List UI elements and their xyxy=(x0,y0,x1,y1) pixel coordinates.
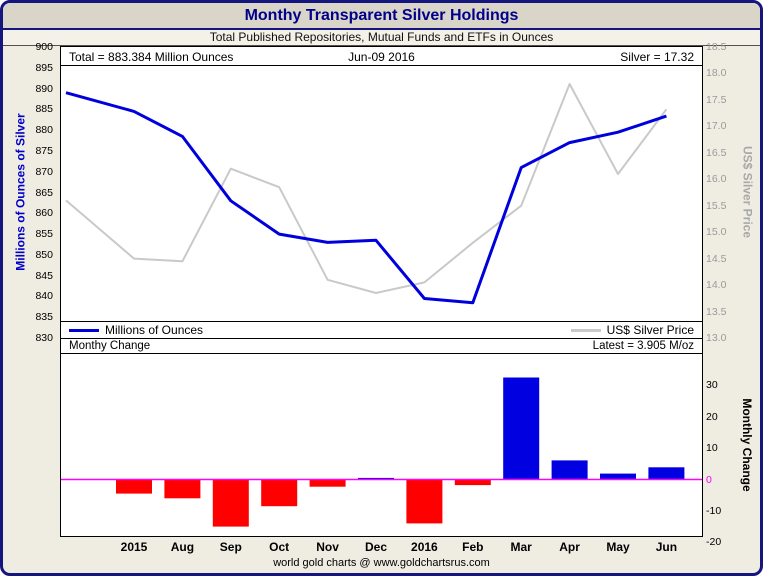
axis-tick: 14.0 xyxy=(706,279,727,292)
silver-line-swatch xyxy=(570,328,601,332)
annotation-divider xyxy=(61,65,702,66)
x-axis-label: Dec xyxy=(364,540,387,554)
axis-tick: 17.0 xyxy=(706,120,727,133)
axis-tick: 850 xyxy=(35,248,53,261)
x-axis-label: Apr xyxy=(559,540,580,554)
footer-credit: world gold charts @ www.goldchartsrus.co… xyxy=(273,557,490,569)
line-chart-canvas xyxy=(65,83,668,305)
change-bar xyxy=(454,479,491,486)
change-bar xyxy=(116,479,152,494)
axis-tick: 10 xyxy=(706,442,718,455)
holdings-line-chart: Total = 883.384 Million Ounces Jun-09 20… xyxy=(60,46,703,339)
change-bar xyxy=(600,473,636,480)
change-bar xyxy=(406,479,443,524)
change-bar xyxy=(309,479,346,487)
axis-tick: 895 xyxy=(35,61,53,74)
axis-tick: -10 xyxy=(706,504,722,517)
axis-tick: 14.5 xyxy=(706,252,727,265)
change-bar xyxy=(503,377,540,480)
chart-area: Millions of Ounces of Silver US$ Silver … xyxy=(3,41,760,556)
legend: Millions of Ounces US$ Silver Price xyxy=(61,321,702,338)
change-bar xyxy=(164,479,201,499)
x-axis-label: Feb xyxy=(462,540,484,554)
axis-tick: 875 xyxy=(35,144,53,157)
ounces-line-swatch xyxy=(69,328,99,332)
date-annotation: Jun-09 2016 xyxy=(348,50,415,64)
axis-tick: 15.5 xyxy=(706,199,727,212)
axis-tick: 18.5 xyxy=(706,41,727,53)
axis-tick: 830 xyxy=(35,332,53,344)
change-bar xyxy=(551,460,588,480)
legend-label-ounces: Millions of Ounces xyxy=(105,323,204,337)
total-annotation: Total = 883.384 Million Ounces xyxy=(69,50,234,64)
x-axis-label: May xyxy=(606,540,630,554)
x-axis-label: Aug xyxy=(170,540,195,554)
x-axis-label: 2016 xyxy=(411,540,438,554)
axis-tick: 15.0 xyxy=(706,226,727,239)
axis-tick: 835 xyxy=(35,311,53,324)
silver-price-axis-title: US$ Silver Price xyxy=(740,145,755,239)
x-axis-label: Nov xyxy=(316,540,339,554)
monthly-change-axis-title: Monthly Change xyxy=(740,398,754,492)
axis-tick: 20 xyxy=(706,410,718,423)
monthly-change-bar-chart xyxy=(60,353,703,537)
chart-subtitle: Total Published Repositories, Mutual Fun… xyxy=(3,30,760,46)
axis-tick: -20 xyxy=(706,536,722,549)
change-bar xyxy=(648,467,685,480)
axis-tick: 16.5 xyxy=(706,146,727,159)
axis-tick: 870 xyxy=(35,165,53,178)
x-axis-label: Mar xyxy=(510,540,532,554)
x-axis-label: Jun xyxy=(655,540,678,554)
axis-tick: 885 xyxy=(35,103,53,116)
axis-tick: 845 xyxy=(35,269,53,282)
axis-tick: 17.5 xyxy=(706,93,727,106)
left-axis-ticks: 900 895 890 885 880 875 870 865 860 855 850 845 840 8… xyxy=(3,41,56,346)
axis-tick: 840 xyxy=(35,290,53,303)
x-axis-label: Sep xyxy=(219,540,242,554)
axis-tick: 30 xyxy=(706,379,718,392)
axis-tick: 890 xyxy=(35,82,53,95)
monthly-change-label: Monthy Change xyxy=(69,340,151,352)
x-axis-labels: 2015 Aug Sep Oct Nov Dec 2016 Feb Mar Apr May Jun xyxy=(3,539,760,555)
axis-tick: 18.0 xyxy=(706,67,727,80)
axis-tick: 900 xyxy=(35,41,53,53)
axis-tick: 860 xyxy=(35,207,53,220)
bar-chart-canvas xyxy=(61,377,702,527)
change-bar xyxy=(261,479,298,507)
page-title: Monthy Transparent Silver Holdings xyxy=(3,3,760,30)
change-bar xyxy=(212,479,249,527)
x-axis-label: 2015 xyxy=(120,540,148,554)
axis-tick: 880 xyxy=(35,124,53,137)
axis-tick: 865 xyxy=(35,186,53,199)
axis-tick: 16.0 xyxy=(706,173,727,186)
legend-item-ounces: Millions of Ounces xyxy=(69,323,203,337)
ounces-line xyxy=(65,91,667,305)
legend-label-silver: US$ Silver Price xyxy=(606,323,694,337)
silver-price-annotation: Silver = 17.32 xyxy=(620,50,694,64)
latest-change-label: Latest = 3.905 M/oz xyxy=(592,340,694,352)
x-axis-label: Oct xyxy=(269,540,290,554)
axis-tick: 13.0 xyxy=(706,332,727,344)
legend-item-silver: US$ Silver Price xyxy=(570,323,694,337)
axis-tick: 855 xyxy=(35,228,53,241)
axis-tick: 0 xyxy=(706,473,712,486)
axis-tick: 13.5 xyxy=(706,305,727,318)
monthly-change-header: Monthy Change Latest = 3.905 M/oz xyxy=(60,339,703,353)
silver-price-line xyxy=(65,83,668,294)
change-bar xyxy=(358,477,394,480)
